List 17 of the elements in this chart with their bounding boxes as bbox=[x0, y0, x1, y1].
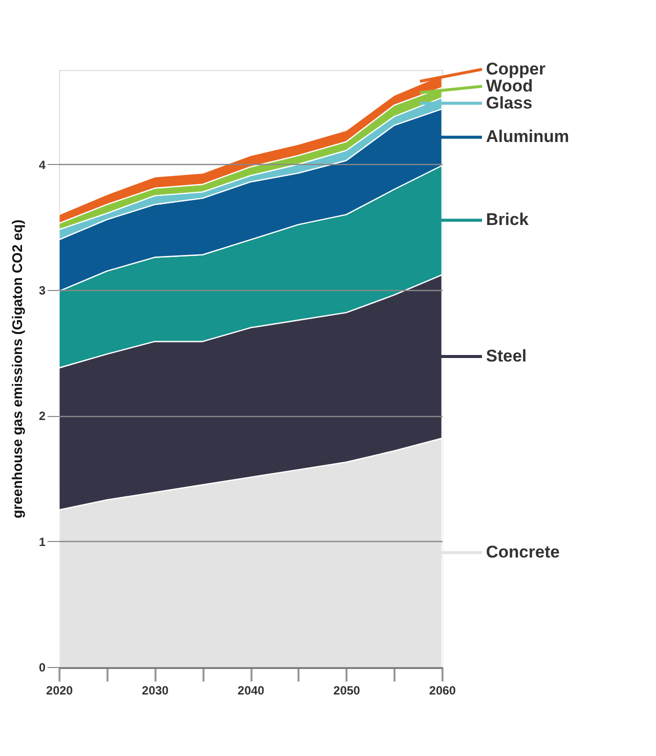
legend-label: Aluminum bbox=[486, 127, 570, 146]
y-tick-label: 2 bbox=[38, 409, 46, 424]
y-tick-label: 4 bbox=[38, 158, 46, 172]
legend-label: Copper bbox=[486, 59, 546, 78]
legend-label: Brick bbox=[486, 210, 530, 230]
x-tick-label: 2030 bbox=[142, 684, 169, 698]
legend-label: Glass bbox=[486, 93, 532, 112]
legend-label: Steel bbox=[486, 346, 527, 366]
y-axis-title: greenhouse gas emissions (Gigaton CO2 eq) bbox=[8, 220, 25, 518]
x-tick-label: 2040 bbox=[238, 684, 265, 698]
x-tick-label: 2050 bbox=[333, 684, 360, 698]
y-tick-label: 3 bbox=[38, 283, 46, 298]
y-tick-label: 1 bbox=[38, 534, 46, 549]
x-tick-label: 2060 bbox=[429, 684, 456, 698]
text: Concrete bbox=[486, 542, 560, 562]
y-tick-label: 0 bbox=[38, 660, 46, 674]
x-tick-label: 2020 bbox=[46, 684, 74, 698]
